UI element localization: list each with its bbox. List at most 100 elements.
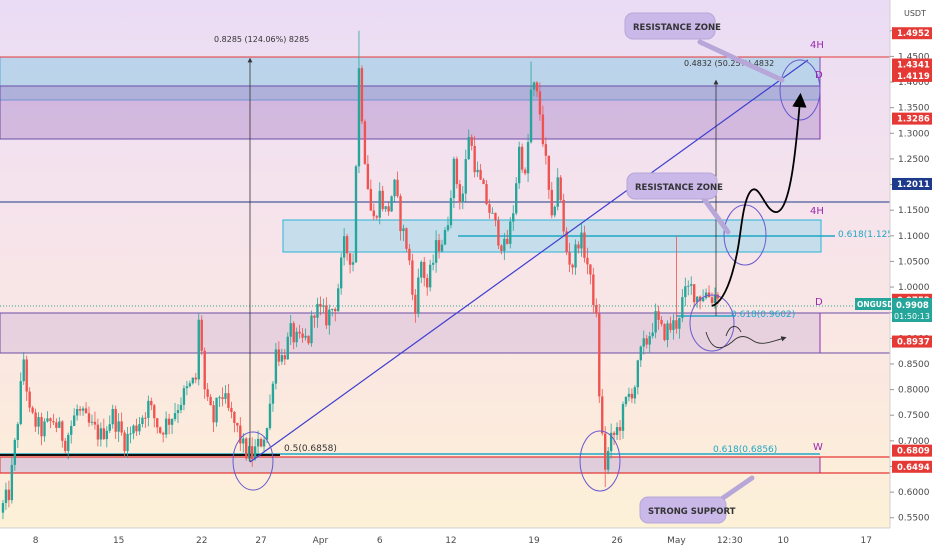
- candle-body: [642, 338, 645, 347]
- candle-body: [648, 336, 651, 345]
- candle-body: [636, 360, 640, 388]
- candle-body: [417, 277, 420, 314]
- candle-body: [509, 221, 512, 244]
- candle-body: [606, 451, 610, 470]
- candle-body: [227, 393, 230, 408]
- candle-body: [455, 158, 459, 185]
- candle-body: [500, 245, 503, 252]
- price-badge: [892, 112, 932, 125]
- candle-body: [532, 82, 536, 90]
- candle-body: [221, 397, 224, 399]
- candle-body: [541, 114, 545, 145]
- candle-body: [280, 355, 284, 362]
- candle-body: [236, 422, 239, 426]
- candle-body: [609, 432, 613, 452]
- time-tick-label: 27: [255, 536, 266, 546]
- candle-body: [156, 418, 159, 428]
- price-axis-panel[interactable]: [890, 0, 932, 528]
- price-tick-label: 0.8500: [898, 360, 930, 370]
- candle-body: [672, 320, 675, 330]
- candle-body: [470, 137, 473, 146]
- candle-body: [230, 407, 233, 412]
- candle-body: [440, 244, 444, 252]
- time-tick-label: 22: [196, 536, 207, 546]
- candle-body: [298, 331, 301, 334]
- price-badge: [892, 69, 932, 82]
- fib-mid-label: 0.618(1.1256): [838, 230, 902, 240]
- candle-body: [304, 335, 307, 338]
- price-tick-label: 1.3500: [898, 104, 930, 114]
- candle-body: [704, 292, 708, 299]
- fib-support-label: 0.618(0.6856): [713, 445, 777, 455]
- candle-body: [523, 169, 527, 174]
- candle-body: [331, 308, 334, 310]
- candle-body: [185, 386, 189, 389]
- candle-body: [553, 206, 556, 216]
- candle-body: [458, 184, 462, 203]
- candle-body: [485, 184, 488, 205]
- candle-body: [574, 244, 577, 268]
- candle-body: [618, 427, 622, 431]
- candle-body: [583, 232, 586, 258]
- candle-body: [550, 189, 553, 216]
- candle-body: [93, 421, 97, 425]
- candle-body: [19, 381, 22, 425]
- candle-body: [301, 333, 304, 338]
- candle-body: [310, 315, 313, 344]
- candle-body: [357, 68, 361, 167]
- tf-label-4h-mid: 4H: [810, 206, 824, 217]
- candle-body: [265, 428, 269, 440]
- price-tick-label: 1.0000: [898, 283, 930, 293]
- candle-body: [259, 438, 263, 447]
- price-badge-label: 1.3286: [897, 115, 930, 125]
- candle-body: [170, 419, 174, 425]
- candle-body: [40, 417, 43, 437]
- candle-body: [645, 338, 648, 345]
- candle-body: [565, 231, 568, 253]
- candle-body: [612, 432, 616, 435]
- candle-body: [268, 403, 272, 429]
- candle-body: [325, 305, 328, 326]
- strong-support-callout: STRONG SUPPORT: [639, 475, 755, 524]
- candle-body: [431, 262, 435, 265]
- time-axis-panel[interactable]: [0, 528, 932, 550]
- price-badge-label: 1.4952: [897, 29, 930, 39]
- time-tick-label: 17: [861, 536, 872, 546]
- candle-body: [639, 346, 642, 361]
- price-badge: [892, 335, 932, 348]
- candle-body: [271, 383, 275, 404]
- price-badge-label: 1.4341: [897, 61, 930, 71]
- candle-body: [283, 355, 286, 360]
- candle-body: [114, 408, 117, 432]
- price-badge: [892, 27, 932, 40]
- candle-body: [657, 311, 660, 320]
- candle-body: [529, 89, 533, 143]
- candle-body: [135, 425, 138, 432]
- candle-body: [428, 264, 432, 288]
- candle-body: [693, 284, 696, 303]
- candle-body: [503, 238, 506, 252]
- plot-background: [0, 0, 890, 528]
- price-tick-label: 1.1000: [898, 232, 930, 242]
- price-tick-label: 0.8000: [898, 386, 930, 396]
- candle-body: [479, 169, 482, 180]
- strong-support-label: STRONG SUPPORT: [648, 507, 736, 517]
- time-tick-label: 12:30: [717, 536, 743, 546]
- candle-body: [292, 323, 295, 343]
- candle-body: [461, 193, 464, 203]
- candle-body: [239, 425, 242, 444]
- price-badge-label: 0.8937: [897, 338, 930, 348]
- candle-body: [701, 298, 705, 302]
- candle-body: [396, 179, 399, 197]
- circle-left-low: [232, 431, 274, 491]
- time-tick-label: 10: [777, 536, 789, 546]
- candle-body: [491, 212, 494, 214]
- price-badge: [892, 177, 932, 190]
- candle-body: [476, 169, 479, 173]
- candle-body: [684, 286, 687, 298]
- candle-body: [568, 252, 571, 265]
- candle-body: [70, 425, 73, 435]
- candle-body: [556, 177, 559, 207]
